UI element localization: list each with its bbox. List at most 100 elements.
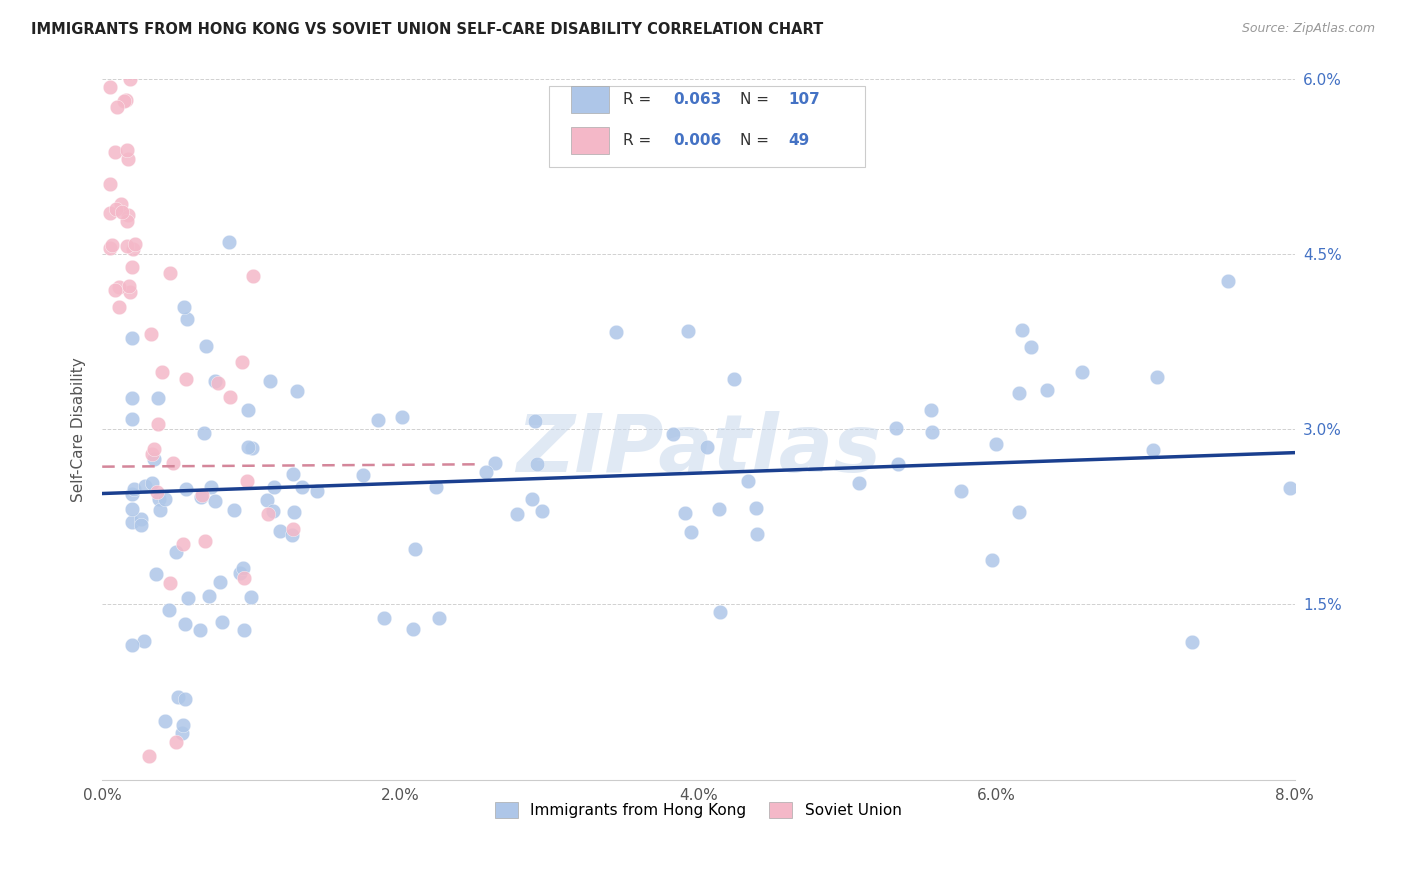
Point — [208, 574, 231, 589]
Point — [283, 505, 305, 519]
Y-axis label: Self-Care Disability: Self-Care Disability — [72, 357, 86, 501]
Point — [194, 533, 217, 548]
Point — [177, 591, 200, 606]
Point — [242, 269, 264, 284]
Point — [200, 480, 222, 494]
Point — [174, 617, 197, 632]
Point — [522, 491, 544, 506]
Point — [107, 280, 129, 294]
Point — [475, 465, 498, 479]
Point — [188, 623, 211, 637]
Point — [696, 440, 718, 454]
Point — [239, 590, 262, 604]
Point — [980, 553, 1002, 567]
Point — [145, 566, 167, 581]
Point — [114, 93, 136, 107]
Point — [233, 571, 256, 585]
Point — [115, 214, 138, 228]
Point — [193, 425, 215, 440]
Point — [921, 425, 943, 439]
Point — [887, 458, 910, 472]
Point — [197, 590, 219, 604]
Point — [1008, 505, 1031, 519]
Text: 0.006: 0.006 — [673, 133, 721, 148]
Point — [143, 442, 166, 456]
FancyBboxPatch shape — [571, 86, 609, 112]
Point — [232, 561, 254, 575]
Point — [122, 243, 145, 257]
Point — [737, 474, 759, 488]
Point — [605, 325, 627, 339]
Point — [121, 391, 143, 405]
Point — [176, 312, 198, 326]
Point — [98, 241, 121, 255]
FancyBboxPatch shape — [550, 86, 865, 167]
Point — [1216, 275, 1239, 289]
Point — [1279, 481, 1302, 495]
Point — [115, 143, 138, 157]
Point — [1181, 635, 1204, 649]
Point — [280, 527, 302, 541]
Point — [108, 301, 131, 315]
Point — [238, 440, 260, 454]
Point — [1036, 383, 1059, 397]
Point — [148, 491, 170, 506]
Point — [678, 324, 700, 338]
Point — [129, 518, 152, 533]
Point — [98, 206, 121, 220]
Text: N =: N = — [740, 133, 775, 148]
Point — [124, 236, 146, 251]
Point — [204, 493, 226, 508]
Point — [172, 718, 194, 732]
Point — [195, 339, 218, 353]
Point — [104, 283, 127, 297]
Point — [118, 285, 141, 300]
Point — [884, 421, 907, 435]
Point — [425, 480, 447, 494]
Point — [269, 524, 291, 538]
Point — [172, 726, 194, 740]
Point — [222, 503, 245, 517]
Point — [506, 507, 529, 521]
Point — [723, 372, 745, 386]
Point — [173, 300, 195, 314]
Point — [1008, 386, 1031, 401]
Point — [391, 409, 413, 424]
Point — [124, 482, 146, 496]
Point — [150, 365, 173, 379]
Point — [745, 500, 768, 515]
Point — [236, 474, 259, 488]
Point — [117, 152, 139, 166]
Point — [157, 603, 180, 617]
Text: 107: 107 — [787, 92, 820, 107]
Point — [104, 202, 127, 216]
Point — [207, 376, 229, 391]
Point — [191, 488, 214, 502]
Text: R =: R = — [623, 133, 657, 148]
Point — [1019, 340, 1042, 354]
Point — [174, 372, 197, 386]
Point — [285, 384, 308, 398]
Point — [404, 542, 426, 557]
Point — [121, 487, 143, 501]
Point — [104, 145, 127, 159]
Point — [745, 527, 768, 541]
Point — [259, 374, 281, 388]
Point — [1142, 443, 1164, 458]
Text: R =: R = — [623, 92, 657, 107]
Point — [263, 480, 285, 494]
Point — [681, 524, 703, 539]
Point — [373, 610, 395, 624]
Point — [146, 484, 169, 499]
Point — [211, 615, 233, 630]
Legend: Immigrants from Hong Kong, Soviet Union: Immigrants from Hong Kong, Soviet Union — [489, 797, 908, 824]
Text: ZIPatlas: ZIPatlas — [516, 411, 882, 490]
Point — [709, 605, 731, 619]
Point — [367, 413, 389, 427]
Point — [707, 501, 730, 516]
Point — [986, 437, 1008, 451]
Point — [920, 402, 942, 417]
Point — [1011, 323, 1033, 337]
Point — [524, 414, 547, 428]
Point — [146, 391, 169, 405]
